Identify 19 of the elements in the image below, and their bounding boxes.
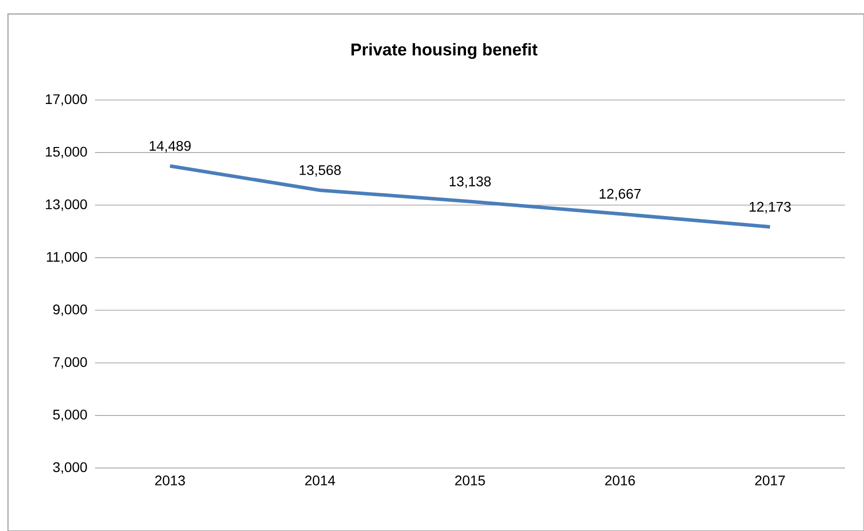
y-tick-label: 15,000 [46,146,87,158]
data-label: 12,173 [750,202,791,214]
x-tick-label: 2013 [155,476,185,486]
x-tick-label: 2017 [755,476,785,486]
data-label: 14,489 [150,140,191,152]
y-tick-label: 9,000 [53,304,87,316]
y-tick-label: 17,000 [46,94,87,106]
x-tick-label: 2014 [305,476,336,486]
chart-title: Private housing benefit [352,43,538,59]
data-label: 13,568 [300,165,341,177]
x-tick-label: 2015 [455,476,485,486]
y-tick-label: 11,000 [46,252,87,264]
x-tick-label: 2016 [605,476,635,486]
data-label: 13,138 [450,176,491,188]
y-tick-label: 13,000 [46,199,87,211]
y-tick-label: 5,000 [53,410,87,422]
data-label: 12,667 [600,188,641,200]
y-tick-label: 3,000 [53,462,87,474]
y-tick-label: 7,000 [53,357,87,369]
